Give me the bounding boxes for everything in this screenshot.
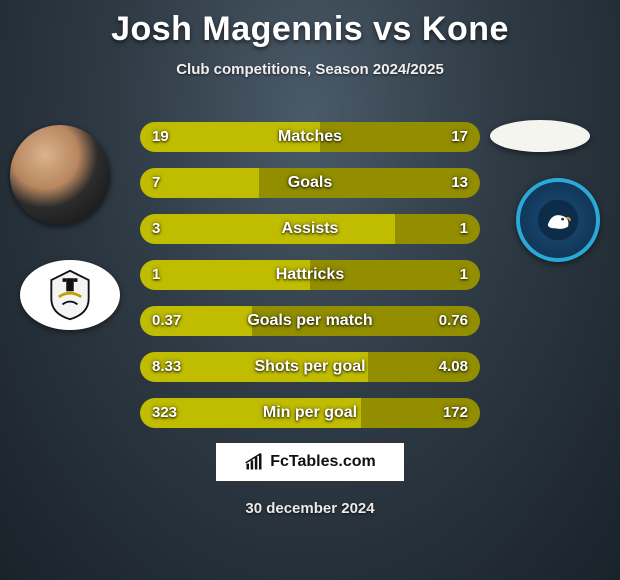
club-badge-right: [516, 178, 600, 262]
stat-label: Min per goal: [140, 398, 480, 428]
stat-row: 8.334.08Shots per goal: [140, 352, 480, 382]
fctables-logo-icon: [244, 452, 264, 472]
comparison-card: Josh Magennis vs Kone Club competitions,…: [0, 0, 620, 580]
exeter-city-crest-icon: [42, 267, 98, 323]
page-title: Josh Magennis vs Kone: [0, 0, 620, 49]
stat-label: Goals per match: [140, 306, 480, 336]
stat-row: 1917Matches: [140, 122, 480, 152]
player-avatar-left: [10, 125, 110, 225]
stat-label: Assists: [140, 214, 480, 244]
stat-row: 31Assists: [140, 214, 480, 244]
page-subtitle: Club competitions, Season 2024/2025: [0, 61, 620, 78]
stat-label: Goals: [140, 168, 480, 198]
date-label: 30 december 2024: [0, 500, 620, 517]
stat-row: 11Hattricks: [140, 260, 480, 290]
wycombe-wanderers-crest-icon: [535, 197, 581, 243]
player-avatar-right: [490, 120, 590, 152]
club-badge-left: [20, 260, 120, 330]
stat-label: Hattricks: [140, 260, 480, 290]
brand-label: FcTables.com: [270, 453, 376, 471]
stat-label: Matches: [140, 122, 480, 152]
stat-row: 713Goals: [140, 168, 480, 198]
stat-row: 0.370.76Goals per match: [140, 306, 480, 336]
stats-panel: 1917Matches 713Goals 31Assists 11Hattricks 0…: [140, 122, 480, 444]
stat-label: Shots per goal: [140, 352, 480, 382]
stat-row: 323172Min per goal: [140, 398, 480, 428]
brand-box[interactable]: FcTables.com: [215, 442, 405, 482]
